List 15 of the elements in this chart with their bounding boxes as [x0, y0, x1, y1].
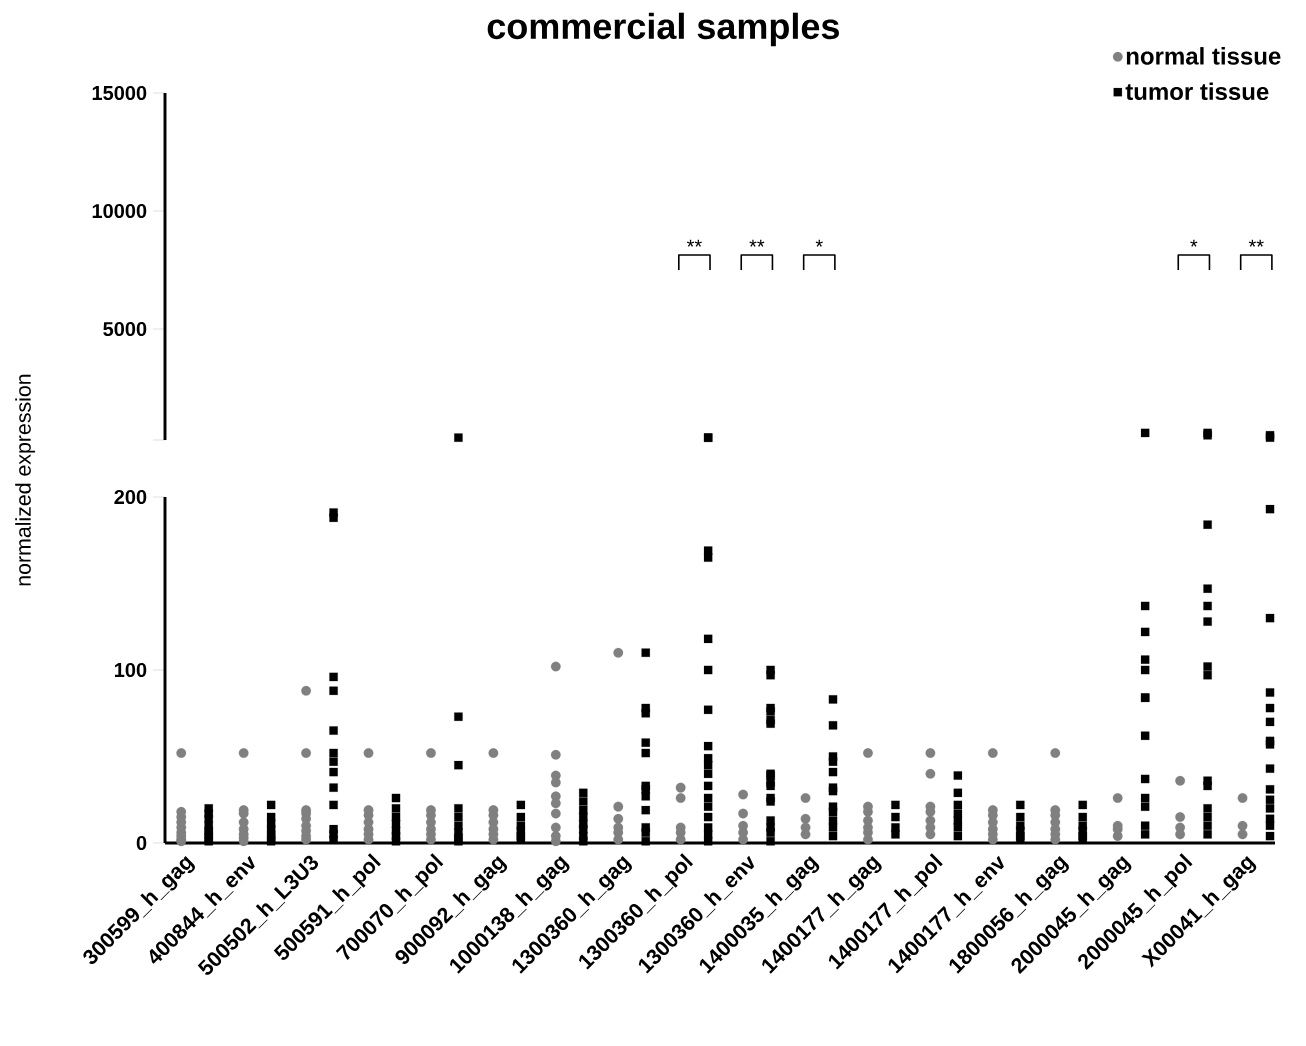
legend-label: tumor tissue	[1125, 82, 1269, 101]
y-tick-label: 0	[136, 835, 147, 851]
annotation: *	[815, 239, 823, 247]
y-tick-label: 200	[114, 489, 147, 505]
y-tick-label: 5000	[103, 321, 147, 337]
legend-label: normal tissue	[1126, 47, 1281, 65]
chart-title: commercial samples	[487, 12, 839, 47]
annotation: **	[686, 239, 702, 247]
annotation: **	[749, 239, 765, 247]
annotation: *	[1190, 239, 1198, 247]
y-tick-label: 10000	[92, 203, 147, 219]
annotation: **	[1248, 239, 1264, 247]
y-axis-title: normalized expression	[15, 374, 36, 586]
y-tick-label: 15000	[92, 85, 147, 101]
y-tick-label: 100	[114, 662, 147, 678]
